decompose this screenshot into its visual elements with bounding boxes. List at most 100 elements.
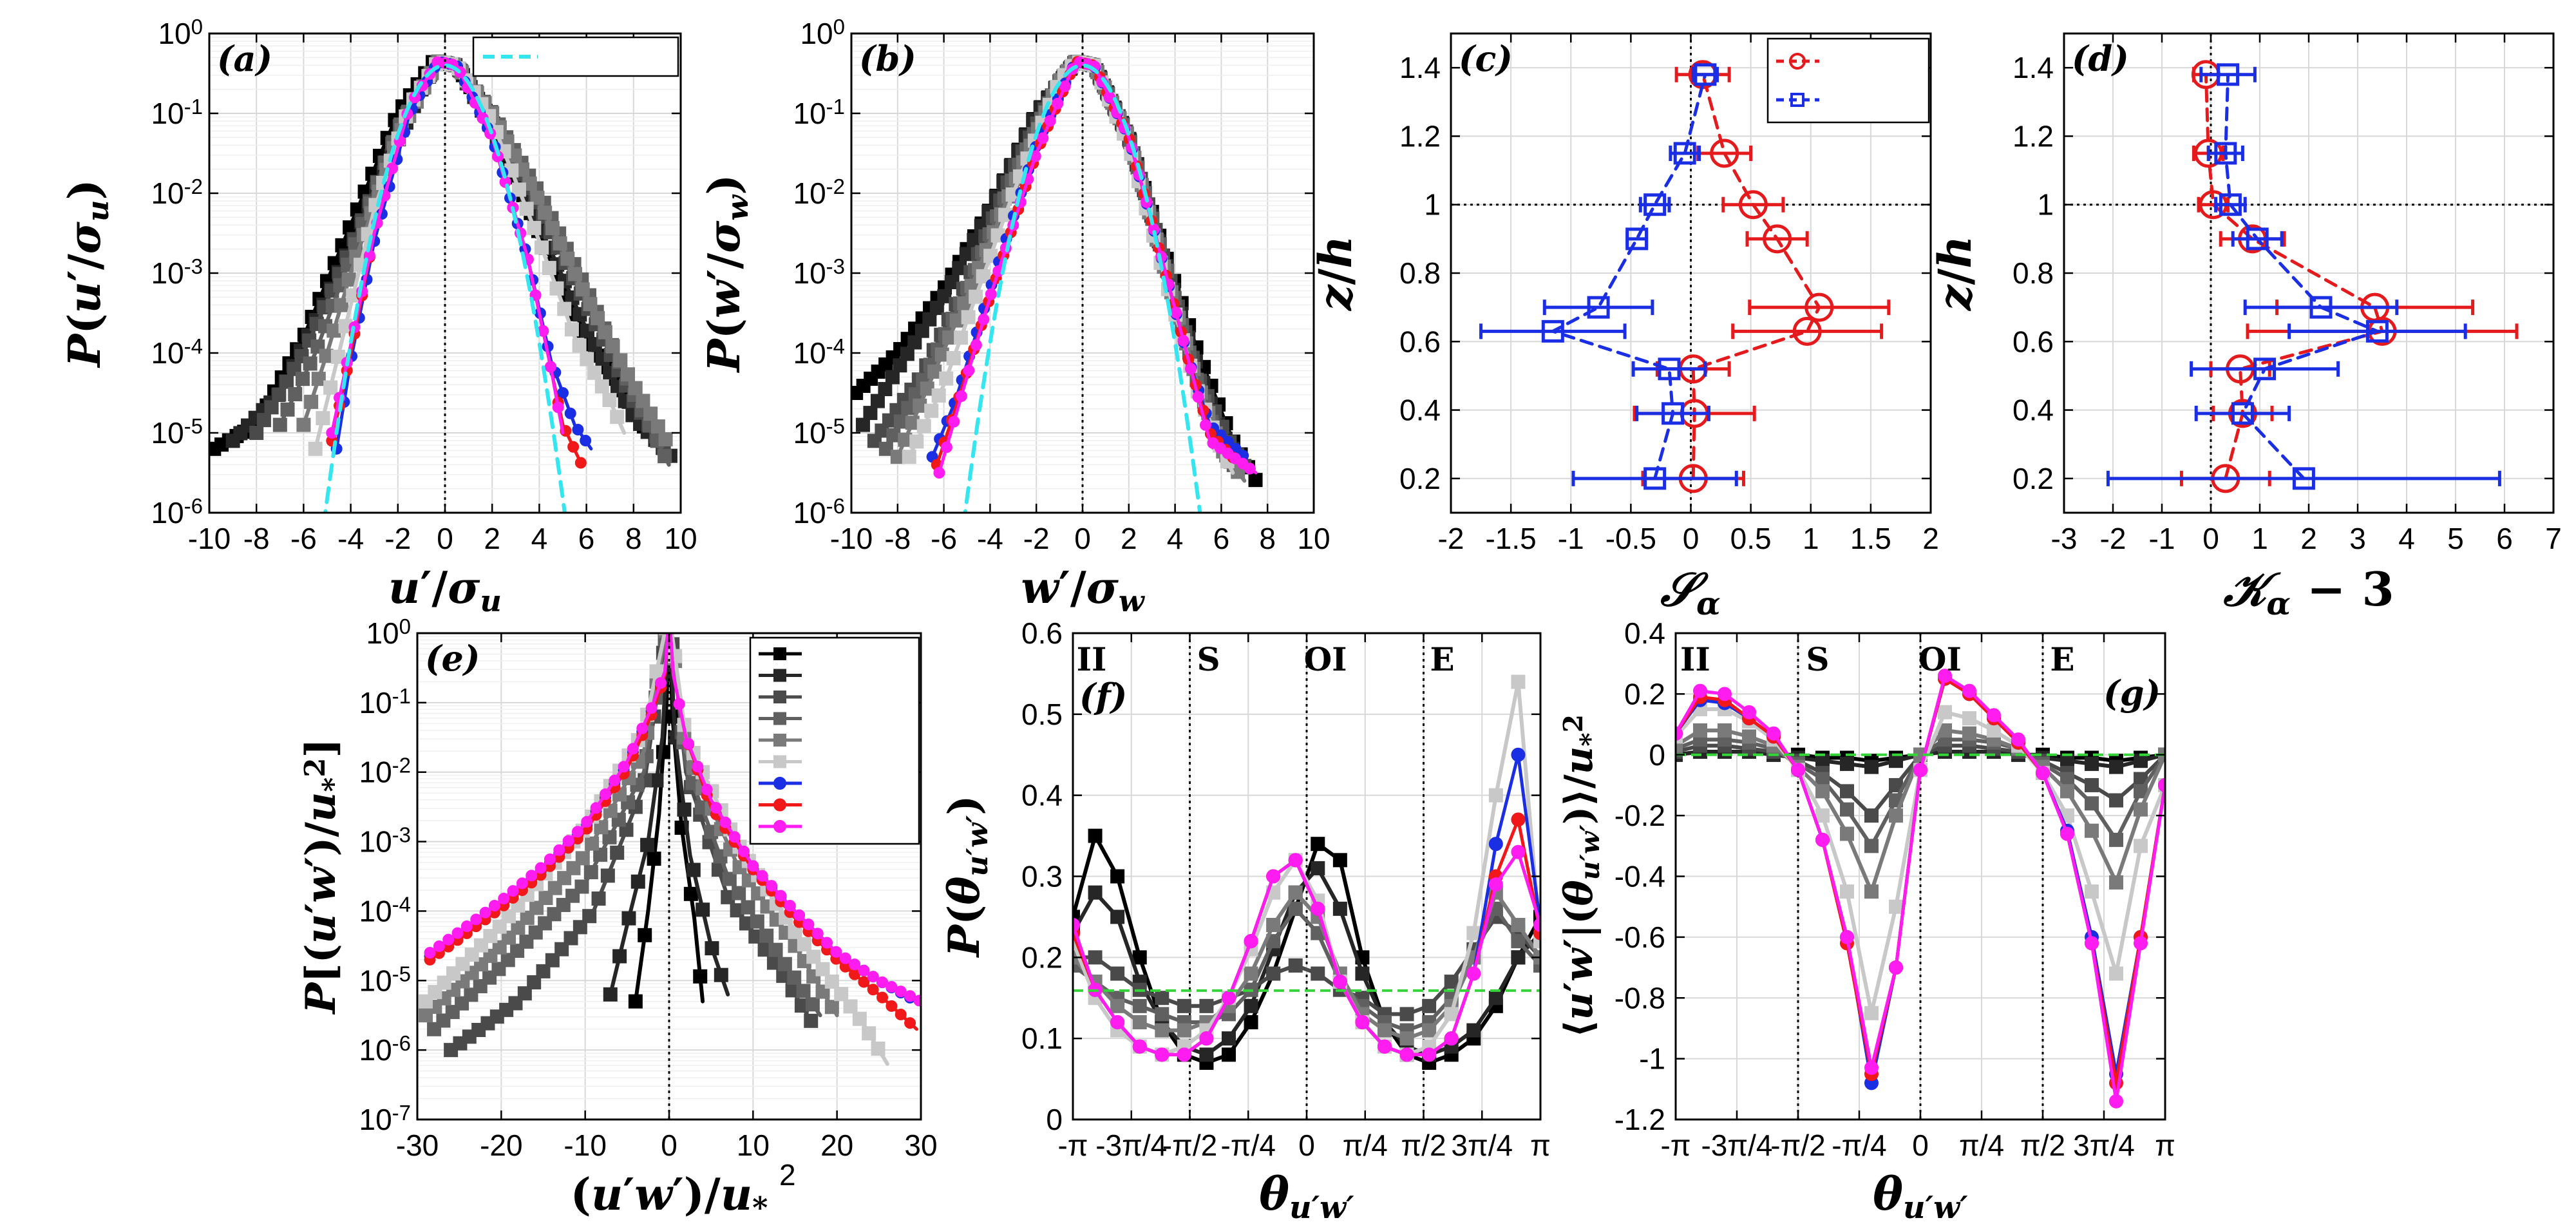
data-point [929, 300, 944, 315]
data-point [902, 450, 916, 464]
data-point [1177, 998, 1191, 1013]
data-point [1766, 726, 1781, 741]
data-point [583, 297, 598, 312]
x-tick-label: 2 [1922, 522, 1939, 555]
data-point [978, 313, 990, 325]
data-point [526, 870, 538, 882]
series-1.38 [1073, 844, 1540, 1062]
data-point [1422, 1047, 1437, 1062]
data-point [272, 387, 287, 402]
data-point [2309, 296, 2333, 319]
data-point [876, 976, 889, 988]
data-point [544, 853, 556, 865]
x-tick-label: -1 [2149, 522, 2175, 555]
data-point [1694, 63, 1717, 86]
y-tick-label: 0.6 [1021, 616, 1063, 650]
panel-g: -π -3π/4-π/2 -π/4 0 π/4 π/2 3π/4 π -1.2 -1 -0.8 -0.… [1557, 616, 2175, 1226]
y-tick-label: 1 [1424, 188, 1441, 222]
y-tick-label: 10-2 [359, 754, 411, 789]
data-point [747, 860, 759, 872]
x-tick-label: π/4 [1343, 1129, 1388, 1162]
y-tick-label: 1.2 [1399, 119, 1441, 153]
data-point [1815, 772, 1830, 786]
x-tick-label: 2 [2300, 522, 2317, 555]
panel-label: (e) [425, 638, 480, 679]
data-point [2217, 63, 2240, 86]
data-point [330, 349, 345, 364]
data-point [511, 182, 526, 197]
data-point [904, 1017, 916, 1029]
y-tick-label: 100 [366, 614, 411, 650]
y-tick-label: -0.2 [1615, 799, 1665, 832]
data-point [777, 957, 792, 971]
data-point [538, 205, 553, 220]
data-point [603, 987, 618, 1002]
data-point [516, 877, 528, 890]
data-point [900, 347, 914, 361]
data-point [719, 816, 732, 828]
x-tick-label: 3π/4 [1451, 1129, 1513, 1162]
data-point [665, 620, 675, 630]
data-point [649, 664, 664, 679]
data-point [855, 417, 870, 432]
data-point [591, 310, 605, 325]
data-point [870, 394, 885, 408]
data-point [863, 406, 878, 421]
x-tick-label: 3π/4 [2073, 1129, 2135, 1162]
data-point [2060, 772, 2074, 786]
data-point [1815, 832, 1830, 847]
data-point [961, 310, 976, 325]
data-point [2214, 142, 2237, 165]
data-point [2158, 777, 2165, 792]
data-point [895, 1009, 907, 1021]
y-axis-label: z/h [1928, 236, 1982, 312]
data-point [1266, 869, 1281, 884]
data-point [1693, 723, 1707, 738]
x-tick-label: 10 [664, 522, 697, 555]
series-line [884, 59, 1242, 475]
data-point [527, 220, 542, 235]
data-point [858, 976, 870, 988]
data-point [955, 390, 967, 402]
y-tick-label: 0.8 [1399, 256, 1441, 290]
y-tick-label: 100 [158, 15, 203, 50]
data-point [937, 289, 952, 303]
data-point [654, 677, 667, 689]
data-point [323, 380, 338, 395]
data-point [2246, 227, 2269, 251]
data-point [1059, 80, 1071, 92]
gaussian-curve [963, 63, 1202, 513]
data-point [545, 953, 560, 967]
y-axis-label: z/h [1309, 236, 1362, 312]
y-tick-label: 0.2 [1021, 940, 1063, 974]
data-point [732, 886, 746, 900]
y-axis-label: P(u′/σu) [59, 179, 115, 368]
data-point [580, 435, 592, 447]
data-point [878, 382, 893, 397]
x-tick-label: 0 [1912, 1129, 1929, 1162]
data-point [535, 240, 549, 255]
data-point [1987, 723, 2001, 738]
data-point [804, 1013, 819, 1028]
series-0.60 [427, 633, 822, 1036]
x-tick-label: π/4 [1959, 1129, 2004, 1162]
y-tick-label: 10-6 [793, 494, 845, 529]
data-point [692, 761, 704, 773]
data-point [1738, 190, 1768, 220]
data-point [327, 323, 341, 338]
x-tick-label: 1 [1803, 522, 1819, 555]
data-point [1044, 115, 1056, 127]
series-line [1691, 73, 1821, 481]
y-tick-label: 1.2 [2012, 119, 2054, 153]
legend-swatch-marker [773, 712, 786, 725]
y-tick-label: 1 [2037, 188, 2054, 222]
y-tick-label: -0.8 [1615, 981, 1665, 1015]
data-point [502, 909, 516, 924]
data-point [1110, 869, 1125, 884]
data-point [811, 928, 824, 940]
data-point [1889, 960, 1903, 975]
data-point [573, 920, 587, 935]
legend-swatch-marker [773, 777, 786, 790]
y-tick-label: 0.6 [1399, 325, 1441, 358]
data-point [564, 931, 578, 946]
